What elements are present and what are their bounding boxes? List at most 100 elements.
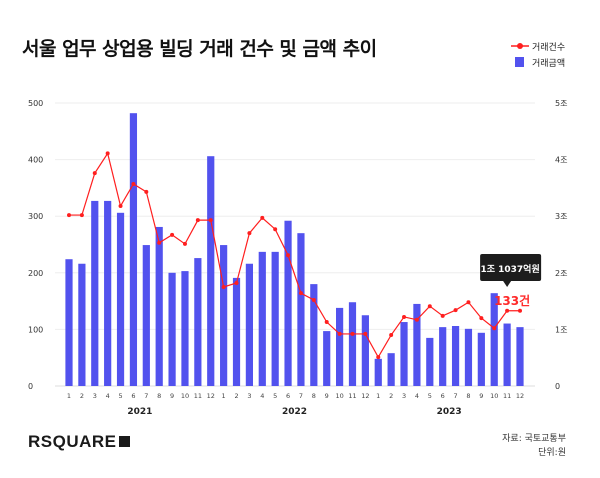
left-tick-label: 0 <box>28 382 33 391</box>
source-note: 자료: 국토교통부 단위:원 <box>502 432 566 460</box>
count-point <box>105 151 110 156</box>
bar <box>232 277 241 386</box>
x-tick-label: 5 <box>428 392 432 400</box>
x-tick-label: 6 <box>131 392 135 400</box>
count-point <box>311 297 316 302</box>
count-point <box>376 355 381 360</box>
x-tick-label: 7 <box>299 392 303 400</box>
right-tick-label: 5조 <box>555 99 567 108</box>
x-tick-label: 8 <box>157 392 161 400</box>
legend: 거래건수 거래금액 <box>510 38 565 70</box>
x-tick-label: 4 <box>106 392 110 400</box>
bar <box>516 327 524 386</box>
x-tick-label: 5 <box>118 392 122 400</box>
bar <box>310 284 318 386</box>
bar <box>78 263 86 386</box>
x-tick-label: 2 <box>80 392 84 400</box>
count-point <box>118 204 123 209</box>
right-tick-label: 2조 <box>555 269 567 278</box>
count-point <box>221 284 226 289</box>
count-point <box>402 314 407 319</box>
count-point <box>144 189 149 194</box>
x-tick-label: 7 <box>144 392 148 400</box>
bar <box>413 303 421 386</box>
bar <box>374 358 382 386</box>
count-point <box>247 231 252 236</box>
count-point <box>427 304 432 309</box>
count-point <box>195 218 200 223</box>
bar <box>451 326 460 386</box>
count-point <box>505 308 510 313</box>
left-tick-label: 500 <box>28 99 43 108</box>
x-tick-label: 1 <box>222 392 226 400</box>
bar <box>181 271 189 386</box>
right-tick-label: 1조 <box>555 325 567 334</box>
x-tick-label: 11 <box>348 392 356 400</box>
x-tick-label: 1 <box>67 392 71 400</box>
bar <box>155 226 163 386</box>
legend-item-amount: 거래금액 <box>510 54 565 70</box>
x-tick-label: 12 <box>361 392 369 400</box>
x-tick-label: 3 <box>93 392 97 400</box>
bar-swatch-icon <box>515 57 524 67</box>
year-label: 2022 <box>282 407 307 417</box>
x-tick-label: 8 <box>312 392 316 400</box>
x-tick-label: 10 <box>490 392 498 400</box>
left-tick-label: 200 <box>28 269 43 278</box>
line-marker-icon <box>511 43 529 49</box>
x-tick-label: 8 <box>466 392 470 400</box>
x-tick-label: 4 <box>415 392 419 400</box>
legend-item-count: 거래건수 <box>510 38 565 54</box>
count-point <box>157 240 162 245</box>
count-point <box>298 291 303 296</box>
count-point <box>350 331 355 336</box>
count-point <box>414 317 419 322</box>
count-callout-text: 133건 <box>494 293 530 308</box>
chart-title: 서울 업무 상업용 빌딩 거래 건수 및 금액 추이 <box>22 38 377 60</box>
count-point <box>182 241 187 246</box>
bar <box>168 272 176 386</box>
bar <box>387 353 395 386</box>
x-tick-label: 9 <box>325 392 329 400</box>
bar <box>258 251 266 386</box>
bar <box>490 293 498 386</box>
legend-label-count: 거래건수 <box>532 42 566 53</box>
count-point <box>440 313 445 318</box>
right-tick-label: 3조 <box>555 212 567 221</box>
bar <box>439 327 447 386</box>
count-point <box>208 218 213 223</box>
x-tick-label: 1 <box>376 392 380 400</box>
bar <box>271 251 279 386</box>
bar <box>142 245 150 386</box>
count-point <box>337 331 342 336</box>
x-tick-label: 11 <box>194 392 202 400</box>
count-point <box>286 253 291 258</box>
x-tick-label: 4 <box>260 392 264 400</box>
x-tick-label: 9 <box>479 392 483 400</box>
amount-callout-text: 1조 1037억원 <box>480 263 539 275</box>
x-tick-label: 5 <box>273 392 277 400</box>
x-tick-label: 6 <box>286 392 290 400</box>
count-point <box>363 331 368 336</box>
callout-pointer <box>503 281 512 287</box>
bar <box>477 332 485 386</box>
bar <box>400 322 408 386</box>
count-point <box>466 300 471 305</box>
unit-text: 단위:원 <box>538 448 566 458</box>
count-point <box>492 326 497 331</box>
x-tick-label: 3 <box>402 392 406 400</box>
bar <box>65 259 73 386</box>
left-tick-label: 300 <box>28 212 43 221</box>
amount-callout <box>480 254 542 281</box>
year-label: 2023 <box>437 407 462 417</box>
left-tick-label: 100 <box>28 325 43 334</box>
x-tick-label: 7 <box>454 392 458 400</box>
x-tick-label: 9 <box>170 392 174 400</box>
logo-text: RSQUARE <box>28 432 117 451</box>
count-line <box>69 151 520 359</box>
x-tick-label: 10 <box>335 392 343 400</box>
count-point <box>479 316 484 321</box>
count-point <box>324 320 329 325</box>
x-tick-label: 2 <box>234 392 238 400</box>
bar <box>297 233 305 386</box>
